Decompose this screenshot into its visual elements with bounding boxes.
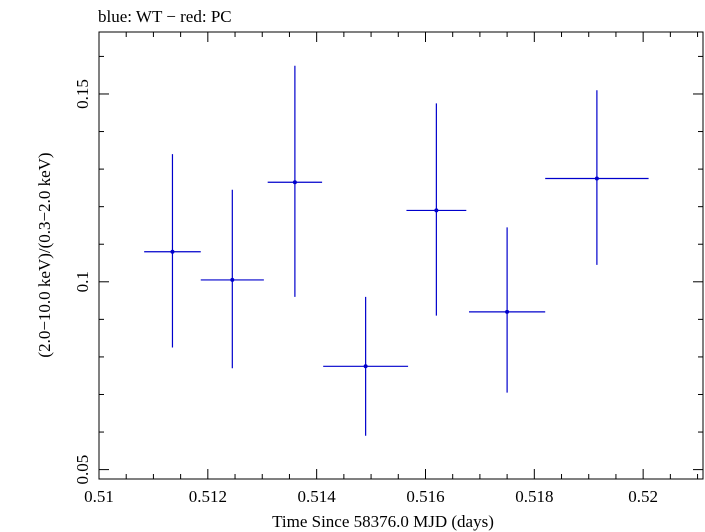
chart-title: blue: WT − red: PC <box>98 7 232 26</box>
data-point <box>505 309 510 314</box>
data-series <box>144 65 649 436</box>
data-point <box>292 180 297 185</box>
data-point <box>434 208 439 213</box>
x-tick-label: 0.518 <box>515 487 553 506</box>
y-tick-label: 0.15 <box>73 79 92 109</box>
data-point <box>230 277 235 282</box>
data-point <box>594 176 599 181</box>
x-tick-label: 0.514 <box>298 487 337 506</box>
y-axis-label: (2.0−10.0 keV)/(0.3−2.0 keV) <box>35 152 54 357</box>
x-tick-label: 0.516 <box>406 487 444 506</box>
plot-frame <box>98 31 704 480</box>
x-tick-label: 0.52 <box>628 487 658 506</box>
x-tick-label: 0.512 <box>189 487 227 506</box>
data-point <box>170 249 175 254</box>
axis-tick-labels: 0.51 0.512 0.514 0.516 0.518 0.52 0.05 0.1 0.15 <box>73 79 658 506</box>
x-axis-label: Time Since 58376.0 MJD (days) <box>272 512 494 531</box>
data-point <box>363 364 368 369</box>
x-tick-label: 0.51 <box>84 487 114 506</box>
axis-ticks <box>98 32 703 479</box>
y-tick-label: 0.1 <box>73 271 92 292</box>
y-tick-label: 0.05 <box>73 455 92 485</box>
